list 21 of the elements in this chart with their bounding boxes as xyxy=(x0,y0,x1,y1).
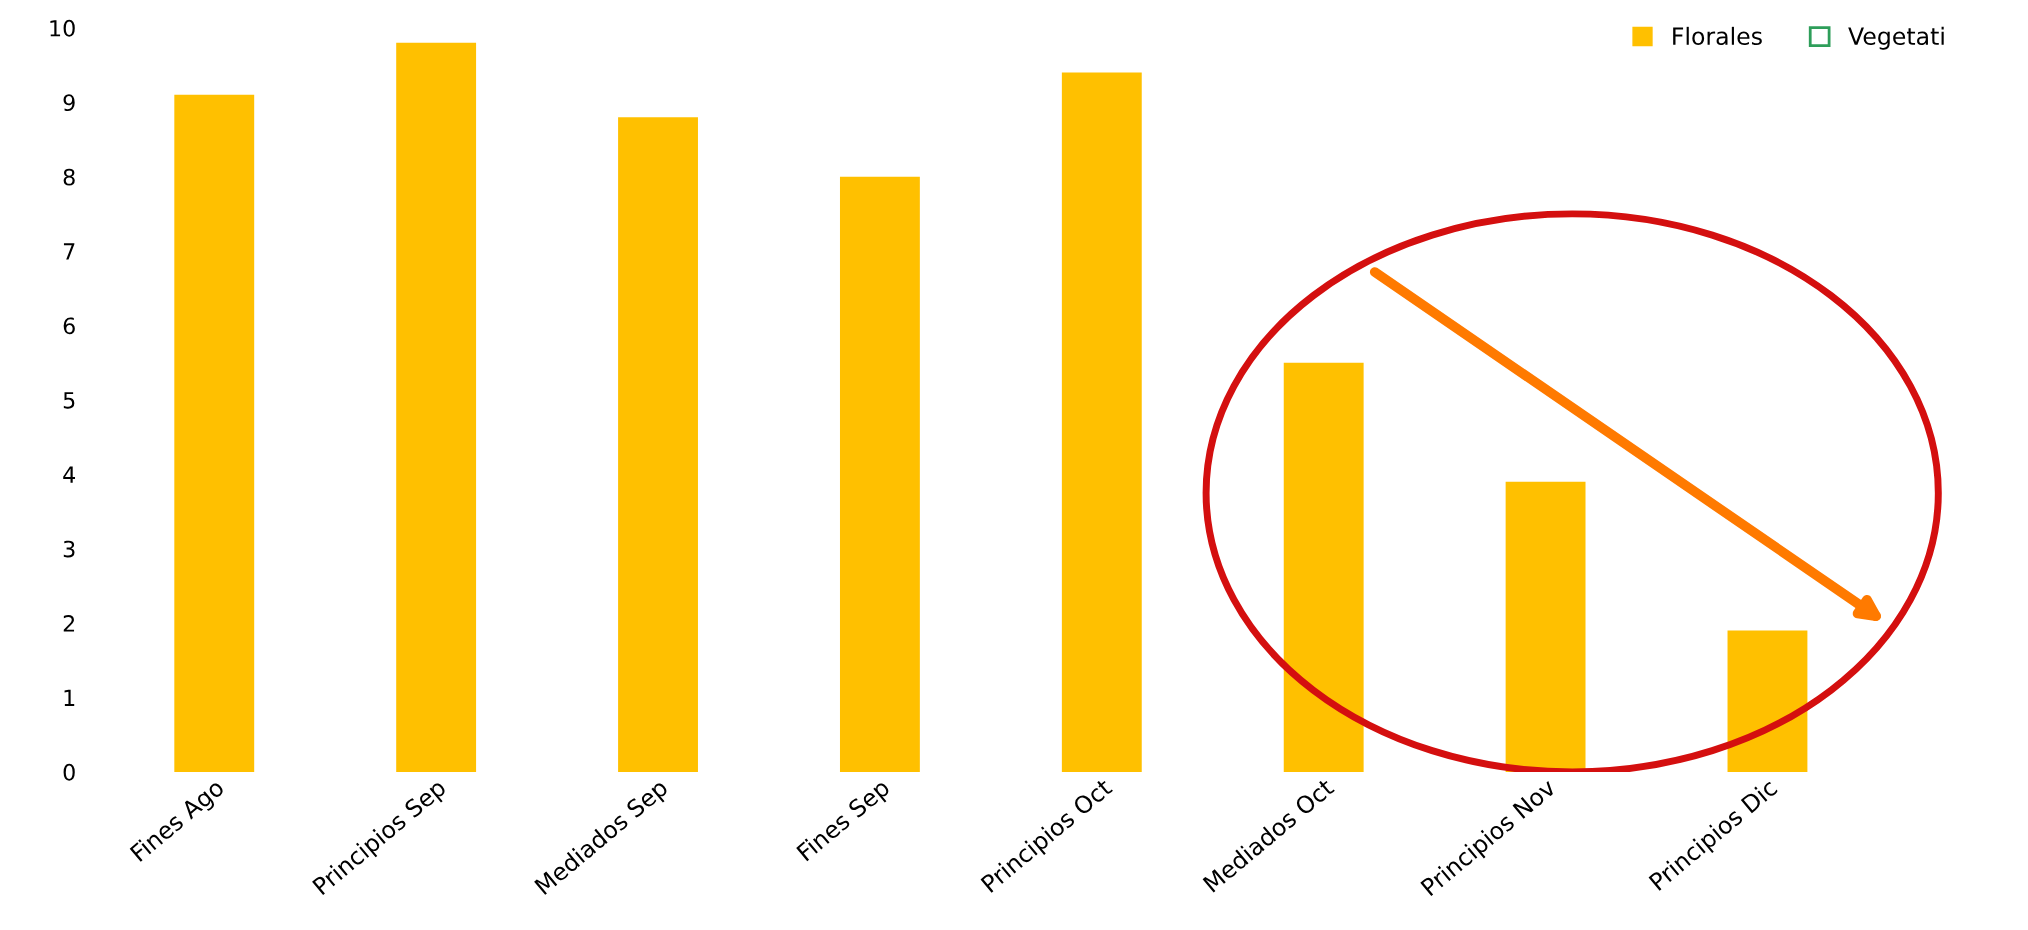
y-tick-label: 10 xyxy=(50,19,75,37)
bar xyxy=(1061,72,1142,772)
bar xyxy=(839,176,920,772)
bar xyxy=(1505,481,1586,772)
y-tick-label: 0 xyxy=(63,763,75,781)
y-tick-label: 3 xyxy=(63,540,75,558)
bar xyxy=(618,117,698,772)
legend-label: Florales xyxy=(1673,26,1762,46)
y-tick-label: 7 xyxy=(63,243,75,260)
y-tick-label: 5 xyxy=(63,392,75,409)
y-tick-label: 4 xyxy=(63,466,76,483)
bar xyxy=(396,42,477,772)
bar xyxy=(1727,630,1808,772)
y-tick-label: 6 xyxy=(63,317,75,335)
y-tick-label: 1 xyxy=(64,689,75,706)
legend-label: Vegetati xyxy=(1848,26,1944,50)
y-tick-label: 9 xyxy=(63,94,75,112)
y-tick-label: 8 xyxy=(63,168,75,186)
bar xyxy=(1283,362,1364,772)
bar xyxy=(174,94,255,772)
y-tick-label: 2 xyxy=(63,615,75,632)
